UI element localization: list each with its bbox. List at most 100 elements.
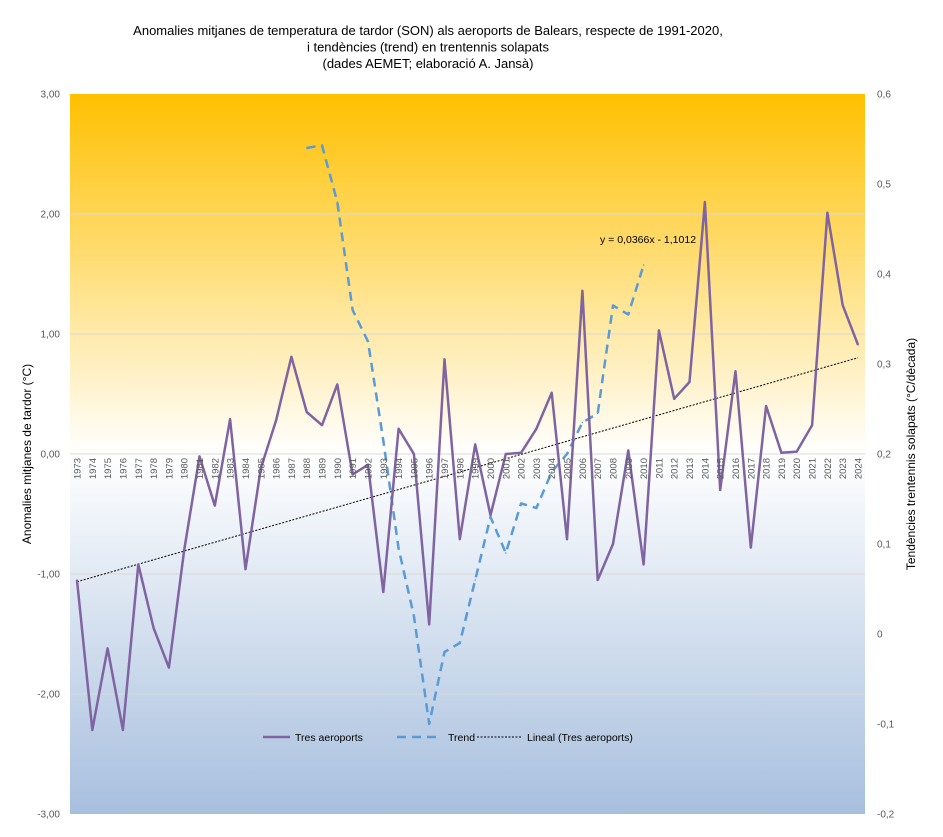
x-tick-label: 1987 (287, 458, 298, 479)
trend-point (413, 615, 415, 617)
x-tick-label: 2003 (532, 458, 543, 479)
x-tick-label: 2001 (501, 458, 512, 479)
y2-tick-label: 0,4 (877, 270, 891, 281)
x-tick-label: 2013 (685, 458, 696, 479)
tres-aeroports-point (504, 453, 507, 455)
x-tick-label: 2017 (746, 458, 757, 479)
tres-aeroports-point (535, 428, 538, 430)
x-tick-label: 2024 (854, 458, 865, 479)
x-tick-label: 1988 (302, 458, 313, 479)
y2-tick-label: 0,2 (877, 450, 891, 461)
x-tick-label: 2011 (654, 458, 665, 478)
y2-tick-label: 0,6 (877, 90, 891, 101)
trend-series-line (306, 144, 645, 726)
y-tick-label: 3,00 (41, 90, 61, 101)
trend-point (459, 642, 461, 644)
trend-point (443, 651, 446, 653)
tres-aeroports-point (428, 623, 431, 626)
tres-aeroports-point (91, 729, 94, 731)
tres-aeroports-point (152, 627, 155, 629)
trend-point (596, 412, 599, 415)
trend-point (489, 516, 492, 518)
x-tick-label: 2015 (716, 458, 727, 479)
trend-point (581, 421, 584, 424)
tres-aeroports-point (673, 398, 676, 400)
y2-tick-label: -0,2 (877, 810, 895, 821)
y2-tick-label: -0,1 (877, 720, 895, 731)
x-tick-label: 2023 (838, 458, 849, 479)
tres-aeroports-point (734, 370, 737, 373)
tres-aeroports-point (566, 538, 568, 540)
trend-point (520, 502, 522, 505)
x-tick-label: 1979 (164, 458, 175, 479)
trend-point (566, 453, 568, 455)
chart-title-line: i tendències (trend) en trentennis solap… (307, 40, 550, 55)
x-tick-label: 1983 (226, 458, 237, 479)
trend-point (336, 201, 339, 203)
x-tick-label: 1992 (363, 458, 374, 479)
tres-aeroports-point (183, 549, 185, 551)
tres-aeroports-point (321, 424, 323, 427)
trend-point (504, 552, 507, 554)
x-tick-label: 2007 (593, 458, 604, 479)
y-tick-label: -2,00 (37, 690, 60, 701)
x-tick-label: 1986 (272, 458, 283, 479)
trend-point (642, 264, 645, 266)
tres-aeroports-point (857, 344, 859, 346)
trend-point (612, 304, 614, 307)
x-tick-label: 1975 (103, 458, 114, 479)
x-tick-label: 1973 (73, 458, 84, 479)
tres-aeroports-point (658, 329, 660, 332)
linear-trend-line (76, 357, 859, 583)
x-tick-label: 1981 (195, 458, 206, 479)
tres-aeroports-point (198, 455, 201, 458)
tres-aeroports-point (750, 546, 752, 549)
tres-aeroports-point (229, 418, 231, 421)
y-tick-label: 0,00 (41, 450, 61, 461)
tres-aeroports-point (826, 212, 829, 214)
tres-aeroports-point (305, 411, 308, 413)
trend-point (474, 579, 476, 581)
x-tick-label: 2018 (762, 458, 773, 479)
tres-aeroports-point (780, 452, 783, 454)
tres-aeroports-point (413, 453, 415, 455)
x-tick-label: 1978 (149, 458, 160, 479)
tres-aeroports-point (489, 514, 492, 516)
x-tick-label: 1998 (455, 458, 466, 479)
y-axis-title: Anomalies mitjanes de tardor (°C) (20, 364, 34, 544)
x-tick-label: 2000 (486, 458, 497, 479)
tres-aeroports-point (443, 358, 446, 361)
y2-tick-label: 0,3 (877, 360, 891, 371)
x-tick-label: 1989 (318, 458, 329, 479)
x-tick-label: 2020 (792, 458, 803, 479)
x-tick-label: 1985 (256, 458, 267, 479)
tres-aeroports-point (688, 381, 691, 383)
x-tick-label: 1990 (333, 458, 344, 479)
x-tick-label: 1999 (471, 458, 482, 479)
trend-point (627, 313, 630, 316)
y2-axis-title: Tendències trentennis solapats (°C/dècad… (904, 338, 918, 570)
tres-aeroports-point (612, 543, 614, 545)
tres-aeroports-point (382, 591, 385, 593)
tres-aeroports-point (76, 579, 78, 581)
legend-label-tres-aeroports: Tres aeroports (295, 732, 363, 744)
tres-aeroports-series-line (75, 200, 860, 732)
x-tick-label: 2010 (639, 458, 650, 479)
tres-aeroports-point (259, 467, 262, 470)
tres-aeroports-point (168, 666, 170, 669)
x-tick-label: 1993 (379, 458, 390, 479)
trend-point (382, 439, 385, 442)
trend-point (550, 471, 553, 473)
x-tick-label: 1991 (348, 458, 359, 479)
tres-aeroports-point (336, 383, 339, 386)
tres-aeroports-point (642, 563, 645, 566)
x-tick-label: 1996 (425, 458, 436, 479)
trend-point (321, 144, 323, 147)
x-tick-label: 2006 (578, 458, 589, 479)
x-tick-label: 2014 (700, 458, 711, 479)
chart-title-line: (dades AEMET; elaboració A. Jansà) (322, 56, 533, 71)
x-tick-label: 1980 (180, 458, 191, 479)
tres-aeroports-point (367, 464, 369, 466)
